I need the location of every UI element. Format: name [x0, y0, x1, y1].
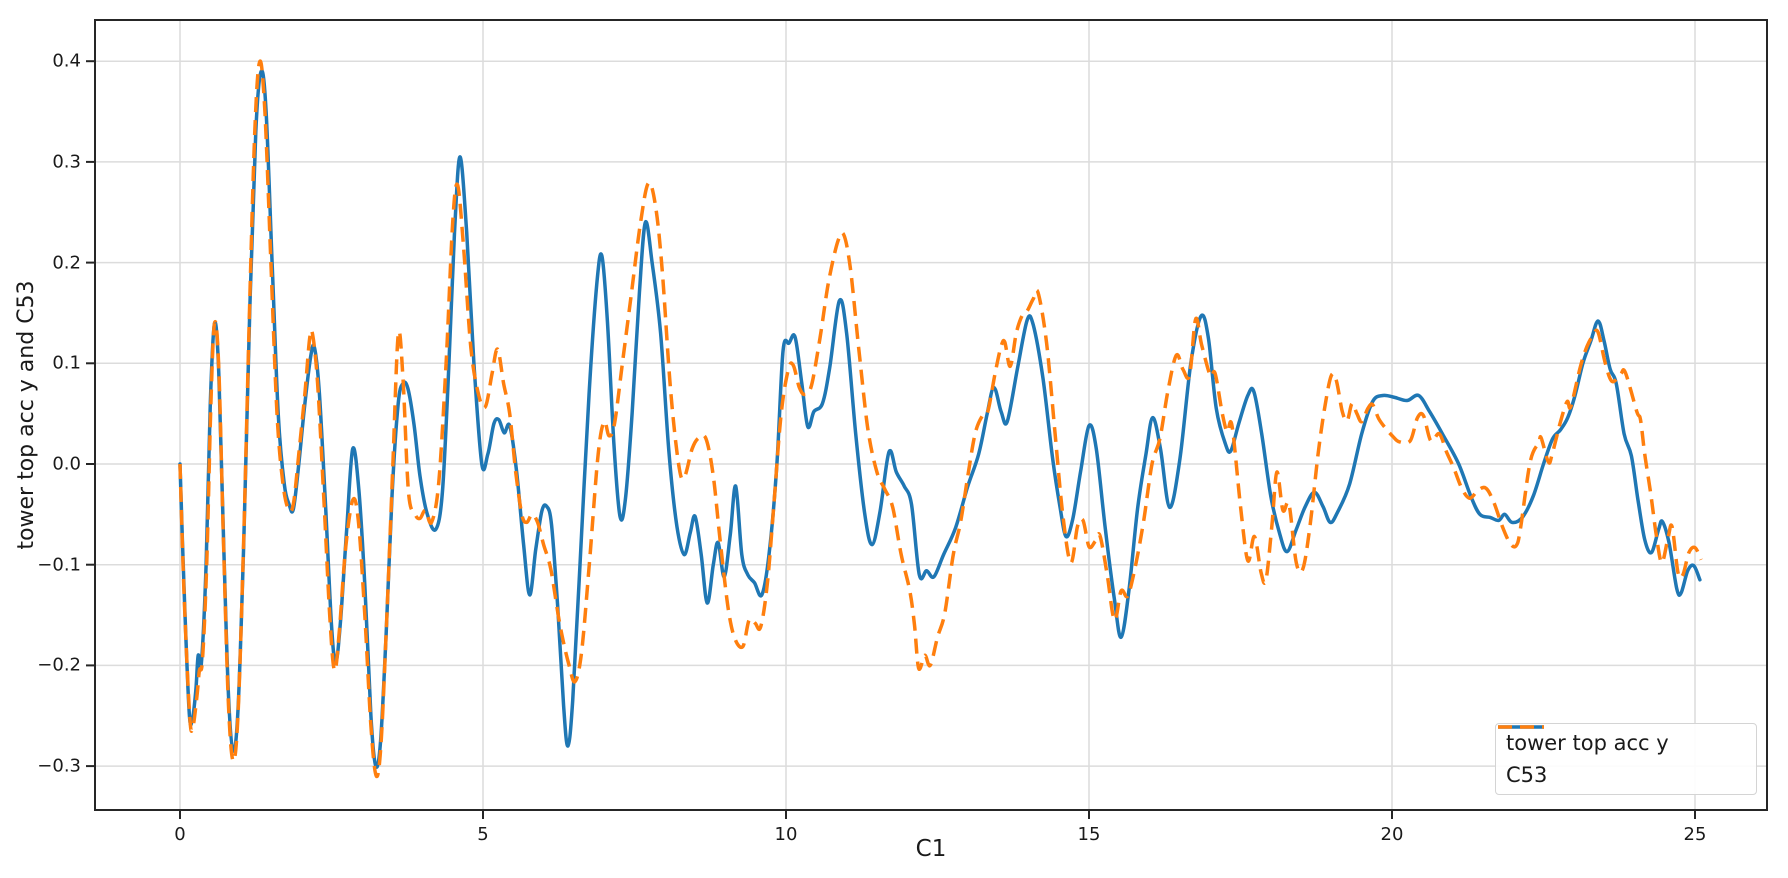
- y-axis-label: tower top acc y and C53: [14, 280, 39, 550]
- x-tick-label: 25: [1683, 824, 1707, 845]
- y-tick-label: 0.3: [52, 151, 81, 173]
- x-axis-label: C1: [915, 836, 947, 862]
- y-tick-label: −0.2: [37, 654, 81, 676]
- x-tick-label: 20: [1380, 824, 1404, 845]
- y-tick-label: 0.4: [52, 50, 81, 72]
- y-tick-label: 0.0: [52, 453, 81, 475]
- y-tick-label: 0.1: [52, 352, 81, 374]
- series-line-solid: [178, 68, 1702, 769]
- legend-item-c53: C53: [1498, 725, 1746, 790]
- legend-label: tower top acc y: [1506, 731, 1669, 755]
- y-tick-label: −0.3: [37, 755, 81, 777]
- axes-spines: [94, 19, 1768, 811]
- series-line-dashed: [178, 59, 1703, 779]
- x-tick-label: 5: [477, 824, 489, 845]
- x-tick-label: 15: [1077, 824, 1101, 845]
- legend-label: C53: [1506, 763, 1548, 787]
- y-tick-label: 0.2: [52, 252, 81, 274]
- legend: tower top acc y C53: [1495, 723, 1757, 795]
- x-tick-label: 0: [174, 824, 186, 845]
- y-tick-label: −0.1: [37, 554, 81, 576]
- x-tick-label: 10: [774, 824, 798, 845]
- legend-line-dashed-icon: [1498, 725, 1544, 729]
- legend-item-tower-top-acc-y: tower top acc y: [1498, 725, 1746, 758]
